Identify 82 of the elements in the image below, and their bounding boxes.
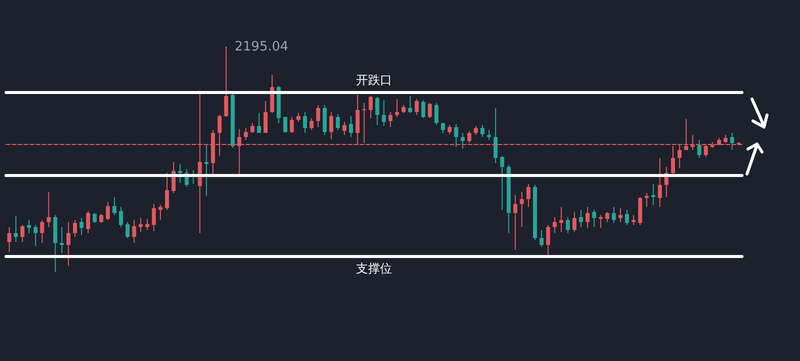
- candlestick: [730, 132, 734, 151]
- candlestick: [428, 102, 432, 119]
- candlestick: [158, 204, 162, 221]
- candlestick: [598, 214, 603, 228]
- candlestick: [546, 224, 550, 258]
- candlestick: [625, 209, 629, 226]
- candlestick: [421, 100, 426, 119]
- candlestick: [382, 100, 386, 126]
- candlestick: [658, 157, 662, 208]
- candlestick: [119, 206, 123, 228]
- candlestick: [441, 122, 445, 134]
- candlestick: [20, 224, 24, 243]
- candlestick: [165, 172, 169, 210]
- candlestick: [612, 206, 616, 224]
- candlestick: [368, 96, 373, 119]
- candlestick: [408, 96, 412, 114]
- candlestick: [342, 121, 346, 136]
- candlestick: [106, 202, 110, 221]
- candlestick: [257, 112, 261, 134]
- candlestick: [651, 184, 656, 206]
- candlestick: [579, 209, 583, 228]
- candlestick: [132, 220, 136, 244]
- candlestick: [618, 208, 622, 223]
- ref-line-label: 支撑位: [356, 261, 392, 276]
- candlestick: [138, 218, 143, 232]
- candlestick: [586, 206, 590, 228]
- candlestick: [92, 212, 97, 224]
- candlestick: [40, 220, 44, 244]
- candlestick: [7, 226, 12, 252]
- candlestick: [14, 215, 18, 243]
- candlestick: [283, 116, 288, 134]
- candlestick: [513, 194, 518, 250]
- candlestick: [86, 210, 90, 234]
- candlestick: [336, 114, 340, 131]
- candlestick: [152, 204, 156, 232]
- candlestick: [526, 184, 530, 208]
- candlestick: [250, 122, 254, 134]
- candlestick: [566, 216, 570, 234]
- candlestick: [395, 98, 399, 118]
- candlestick: [80, 218, 84, 236]
- candlestick: [66, 222, 70, 266]
- candlestick: [73, 220, 77, 238]
- candlestick: [60, 226, 64, 254]
- candlestick: [520, 191, 524, 228]
- candlestick: [632, 214, 636, 226]
- ref-line-label: 开跌口: [356, 73, 392, 87]
- candlestick: [46, 191, 51, 228]
- candlestick: [290, 116, 294, 134]
- candlestick: [349, 116, 353, 138]
- candlestick: [480, 124, 484, 138]
- candlestick: [697, 139, 702, 158]
- candlestick: [178, 164, 182, 184]
- candlestick: [552, 216, 557, 234]
- candlestick: [224, 46, 228, 118]
- candlestick: [460, 132, 465, 150]
- candlestick: [303, 112, 307, 134]
- candlestick: [500, 155, 504, 210]
- candlestick: [434, 102, 438, 126]
- candlestick: [375, 96, 380, 126]
- candlestick: [559, 206, 564, 232]
- candlestick: [329, 112, 334, 140]
- candlestick: [204, 144, 208, 196]
- candlestick: [316, 104, 320, 128]
- candlestick: [27, 220, 31, 234]
- candlestick: [454, 123, 458, 148]
- annotation: 2195.04: [234, 40, 288, 54]
- candlestick: [414, 98, 419, 116]
- candlestick: [644, 192, 649, 208]
- candlestick: [145, 218, 150, 230]
- candlestick: [112, 196, 116, 216]
- candlestick: [310, 118, 314, 131]
- candlestick: [540, 229, 544, 248]
- candlestick: [487, 130, 491, 140]
- candlestick: [572, 211, 576, 232]
- candlestick: [592, 209, 596, 228]
- candlestick: [494, 107, 498, 164]
- candlestick: [34, 224, 38, 246]
- candlestick: [388, 112, 392, 128]
- candlestick: [244, 128, 248, 140]
- candlestick: [126, 222, 130, 239]
- candlestick: [605, 211, 610, 223]
- candlestick: [264, 100, 268, 134]
